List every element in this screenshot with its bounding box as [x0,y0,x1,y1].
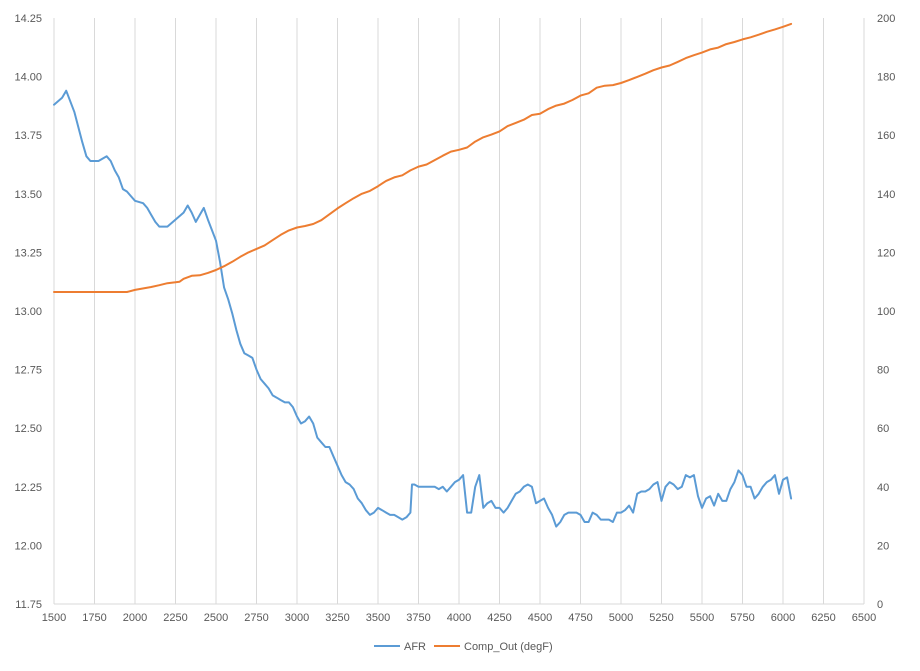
x-tick-label: 2000 [123,612,147,624]
left-axis-tick-labels: 11.75 12.00 12.25 12.50 12.75 13.00 13.25 13.50… [14,13,42,611]
x-tick-label: 3250 [325,612,349,624]
legend-label: AFR [404,641,426,653]
left-tick-label: 13.00 [14,306,42,318]
x-tick-label: 2250 [163,612,187,624]
left-tick-label: 12.50 [14,423,42,435]
right-tick-label: 140 [877,189,895,201]
right-tick-label: 80 [877,365,889,377]
x-tick-label: 5500 [690,612,714,624]
x-tick-label: 4000 [447,612,471,624]
right-tick-label: 40 [877,482,889,494]
right-tick-label: 160 [877,130,895,142]
left-tick-label: 11.75 [15,599,42,611]
right-tick-label: 60 [877,423,889,435]
right-tick-label: 0 [877,599,883,611]
left-tick-label: 12.25 [14,482,42,494]
right-tick-label: 120 [877,247,895,259]
left-tick-label: 12.00 [14,540,42,552]
x-tick-label: 2500 [204,612,228,624]
right-tick-label: 100 [877,306,895,318]
left-tick-label: 13.75 [14,130,42,142]
x-tick-label: 4750 [568,612,592,624]
x-tick-label: 4500 [528,612,552,624]
x-tick-label: 1500 [42,612,66,624]
x-tick-label: 4250 [487,612,511,624]
x-tick-label: 6000 [771,612,795,624]
legend-label: Comp_Out (degF) [464,641,553,653]
right-tick-label: 200 [877,13,895,25]
x-tick-label: 3000 [285,612,309,624]
left-tick-label: 13.25 [14,247,42,259]
right-tick-label: 180 [877,72,895,84]
series-line-comp-out [53,22,793,293]
x-tick-label: 1750 [82,612,106,624]
x-tick-label: 5750 [730,612,754,624]
x-tick-label: 6500 [852,612,876,624]
series-layer [53,22,793,528]
x-tick-label: 3500 [366,612,390,624]
series-line-afr [53,89,793,528]
left-tick-label: 12.75 [14,365,42,377]
right-axis-tick-labels: 0 20 40 60 80 100 120 140 160 180 200 [877,13,895,611]
x-tick-label: 6250 [811,612,835,624]
left-tick-label: 13.50 [14,189,42,201]
x-tick-label: 2750 [244,612,268,624]
right-tick-label: 20 [877,540,889,552]
legend: AFR Comp_Out (degF) [374,641,553,653]
x-tick-label: 5250 [649,612,673,624]
x-tick-label: 5000 [609,612,633,624]
left-tick-label: 14.25 [14,13,42,25]
x-axis-tick-labels: 1500 1750 2000 2250 2500 2750 3000 3250 3500 3750… [42,612,876,624]
left-tick-label: 14.00 [14,72,42,84]
vertical-gridlines [53,18,865,604]
x-tick-label: 3750 [406,612,430,624]
